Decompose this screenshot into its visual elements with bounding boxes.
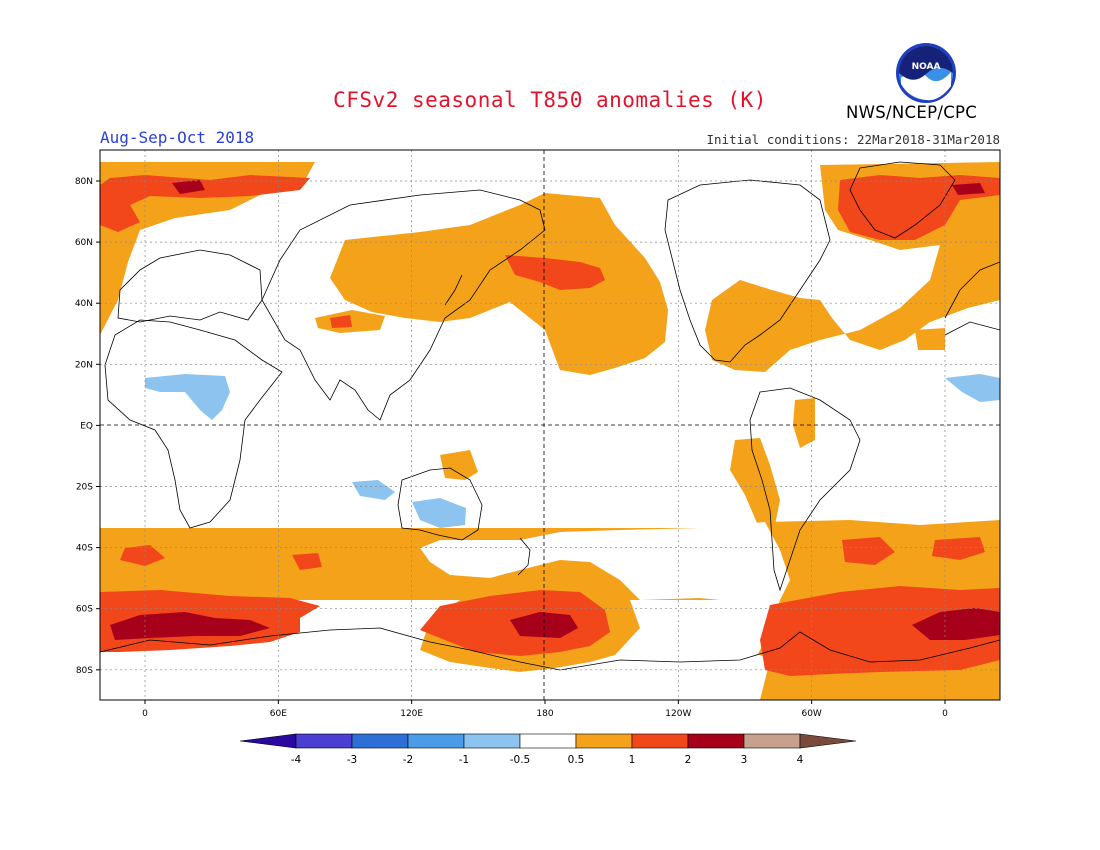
colorbar-box	[575, 733, 633, 749]
lon-tick-label: 60W	[801, 709, 821, 719]
lon-tick-label: 120E	[400, 709, 423, 719]
noaa-logo-icon: NOAA	[895, 42, 957, 104]
agency-label: NWS/NCEP/CPC	[846, 103, 978, 122]
colorbar-label: -2	[403, 754, 413, 766]
colorbar-arrow-high	[799, 733, 857, 749]
chart-title: CFSv2 seasonal T850 anomalies (K)	[333, 88, 767, 112]
lat-tick-label: 80S	[76, 666, 93, 676]
colorbar-box	[407, 733, 465, 749]
colorbar-label: 2	[685, 754, 692, 766]
longitude-ticks: 0 60E 120E 180 120W 60W 0	[142, 700, 948, 719]
colorbar-box	[519, 733, 577, 749]
lat-tick-label: 60N	[75, 238, 93, 248]
lat-tick-label: 40S	[76, 544, 93, 554]
lat-tick-label: 60S	[76, 605, 93, 615]
colorbar-label: -1	[459, 754, 469, 766]
colorbar-label: 3	[741, 754, 748, 766]
initial-conditions: Initial conditions: 22Mar2018-31Mar2018	[706, 132, 1001, 147]
lat-tick-label: 20S	[76, 483, 93, 493]
colorbar-box	[631, 733, 689, 749]
anomaly-2-3	[110, 180, 1000, 640]
colorbar-box	[463, 733, 521, 749]
lon-tick-label: 0	[942, 709, 948, 719]
colorbar-box	[687, 733, 745, 749]
lon-tick-label: 180	[536, 709, 553, 719]
land-outlines	[100, 161, 1000, 671]
colorbar-boxes	[239, 733, 857, 749]
colorbar-arrow-low	[239, 733, 297, 749]
colorbar-box	[743, 733, 801, 749]
anomaly-neg-0.5-1	[145, 374, 1000, 528]
colorbar-label: -4	[291, 754, 302, 766]
colorbar-box	[295, 733, 353, 749]
colorbar-box	[351, 733, 409, 749]
colorbar-label: -0.5	[510, 754, 531, 766]
colorbar-label: 4	[797, 754, 804, 766]
colorbar-label: 1	[629, 754, 636, 766]
lon-tick-label: 120W	[665, 709, 691, 719]
lon-tick-label: 0	[142, 709, 148, 719]
lat-tick-label: EQ	[80, 421, 93, 431]
lat-tick-label: 20N	[75, 360, 93, 370]
colorbar-labels: -4 -3 -2 -1 -0.5 0.5 1 2 3 4	[291, 754, 804, 766]
lat-tick-label: 40N	[75, 299, 93, 309]
anomaly-neutral-mask	[180, 522, 790, 700]
forecast-period: Aug-Sep-Oct 2018	[100, 128, 255, 147]
colorbar-label: 0.5	[568, 754, 585, 766]
graticule	[100, 150, 1000, 700]
lat-tick-label: 80N	[75, 177, 93, 187]
noaa-logo-text: NOAA	[912, 62, 941, 72]
lon-tick-label: 60E	[270, 709, 287, 719]
colorbar-label: -3	[347, 754, 357, 766]
anomaly-shading	[100, 161, 1000, 700]
latitude-ticks: 80N 60N 40N 20N EQ 20S 40S 60S 80S	[75, 177, 100, 676]
